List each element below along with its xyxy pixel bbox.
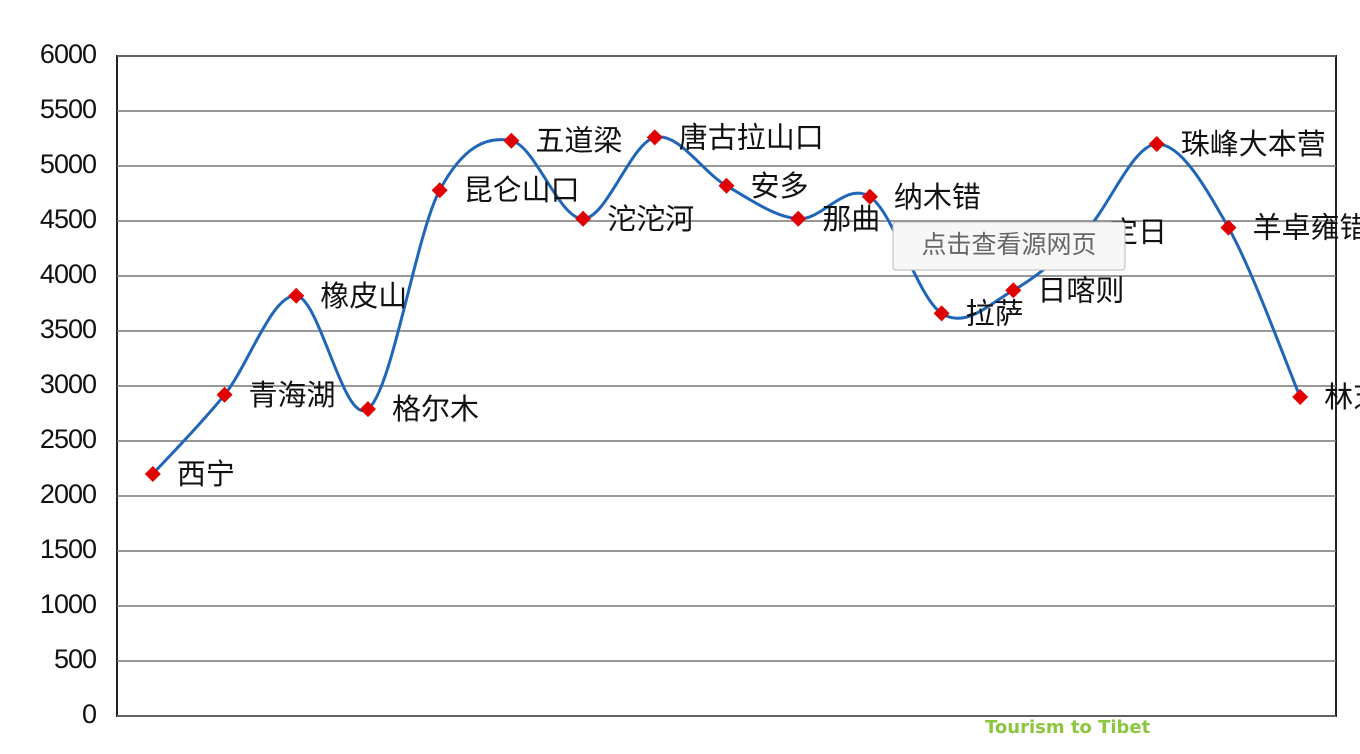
- marker: [1148, 136, 1165, 152]
- data-label: 安多: [751, 169, 809, 203]
- watermark: Tourism to Tibet: [985, 717, 1151, 738]
- line: [151, 135, 1302, 476]
- data-label: 唐古拉山口: [679, 120, 824, 154]
- y-tick-label: 2000: [40, 479, 96, 509]
- data-label: 昆仑山口: [464, 173, 580, 207]
- tooltip-box: [892, 221, 1126, 271]
- data-label: 日喀则: [1037, 273, 1124, 307]
- y-tick-label: 4000: [40, 259, 96, 289]
- marker: [790, 210, 807, 227]
- y-tick-label: 1500: [40, 534, 96, 564]
- data-label: 纳木错: [894, 180, 981, 214]
- y-tick-label: 3500: [40, 314, 96, 344]
- grid: 0 500 1000 1500 2000 2500 3000 3500 4000 4500 5000…: [40, 39, 1336, 729]
- data-label: 青海湖: [249, 378, 336, 412]
- data-label: 橡皮山: [320, 279, 407, 313]
- marker: [503, 132, 520, 149]
- marker: [431, 182, 448, 199]
- data-label: 那曲: [822, 202, 880, 236]
- data-label: 西宁: [177, 457, 235, 491]
- y-tick-label: 5000: [40, 149, 96, 179]
- marker: [1005, 282, 1022, 299]
- marker: [933, 305, 950, 322]
- marker: [575, 210, 592, 227]
- y-tick-label: 3000: [40, 369, 96, 399]
- data-label: 沱沱河: [607, 202, 694, 236]
- marker: [861, 188, 878, 205]
- overlay: 点击查看源网页 Tourism to Tibet: [892, 221, 1151, 738]
- marker: [718, 177, 735, 194]
- data-label: 羊卓雍错: [1252, 211, 1360, 245]
- y-tick-label: 5500: [40, 94, 96, 124]
- y-tick-label: 2500: [40, 424, 96, 454]
- data-label: 林芝: [1324, 380, 1360, 414]
- marker: [359, 401, 376, 418]
- marker: [1220, 219, 1237, 236]
- y-tick-label: 500: [54, 644, 96, 674]
- y-tick-label: 6000: [40, 39, 96, 69]
- y-tick-label: 4500: [40, 204, 96, 234]
- marker: [646, 129, 663, 146]
- data-label: 珠峰大本营: [1181, 127, 1326, 161]
- data-label: 格尔木: [392, 392, 479, 426]
- marker: [288, 287, 305, 304]
- marker: [144, 466, 161, 482]
- data-label: 拉萨: [966, 296, 1024, 330]
- data-label: 五道梁: [535, 124, 622, 158]
- tooltip: 点击查看源网页: [921, 230, 1096, 259]
- y-tick-label: 1000: [40, 589, 96, 619]
- marker: [216, 386, 233, 403]
- marker: [1292, 389, 1309, 405]
- y-tick-label: 0: [82, 699, 96, 729]
